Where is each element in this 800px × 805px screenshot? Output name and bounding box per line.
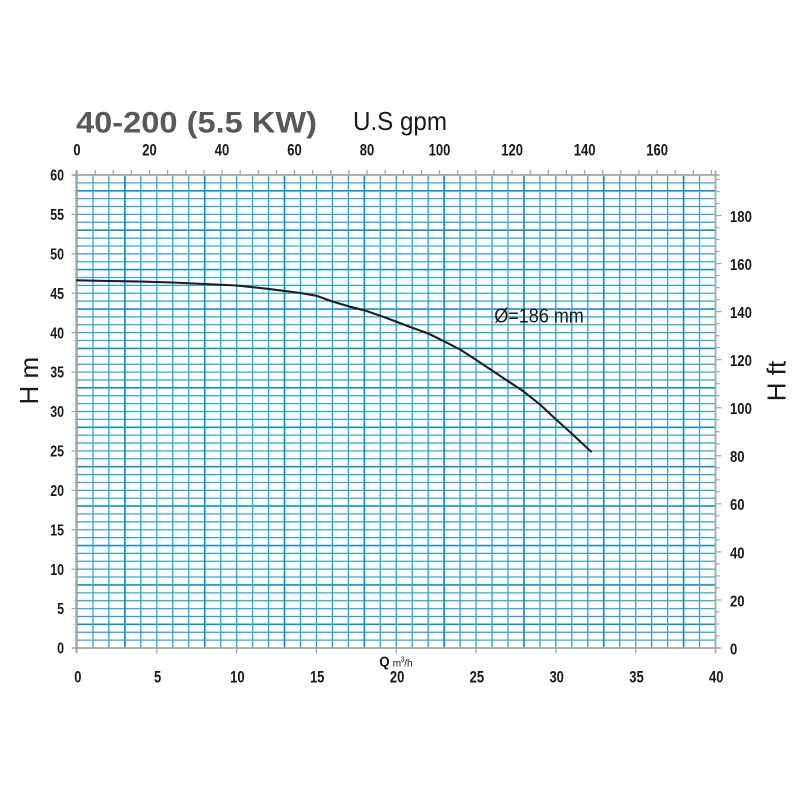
- svg-text:80: 80: [360, 142, 375, 160]
- svg-text:Q: Q: [379, 653, 390, 670]
- svg-text:45: 45: [50, 286, 64, 303]
- svg-text:140: 140: [574, 142, 596, 160]
- svg-text:160: 160: [646, 142, 668, 160]
- svg-text:20: 20: [730, 593, 745, 610]
- svg-text:15: 15: [310, 668, 325, 686]
- svg-text:25: 25: [50, 444, 64, 461]
- svg-text:40: 40: [215, 142, 230, 160]
- svg-text:20: 20: [50, 483, 64, 500]
- svg-text:35: 35: [629, 668, 644, 686]
- svg-text:0: 0: [57, 641, 64, 658]
- svg-text:140: 140: [730, 305, 752, 322]
- svg-text:U.S gpm: U.S gpm: [353, 106, 447, 136]
- svg-text:15: 15: [50, 522, 64, 539]
- svg-text:20: 20: [142, 142, 157, 160]
- svg-text:0: 0: [74, 668, 81, 686]
- svg-text:40-200 (5.5 KW): 40-200 (5.5 KW): [76, 107, 317, 140]
- svg-text:20: 20: [390, 668, 405, 686]
- svg-text:180: 180: [730, 209, 752, 226]
- svg-text:10: 10: [230, 668, 245, 686]
- svg-text:60: 60: [287, 142, 302, 160]
- svg-text:35: 35: [50, 365, 64, 382]
- svg-text:Ø=186 mm: Ø=186 mm: [494, 305, 584, 327]
- svg-text:5: 5: [57, 601, 64, 618]
- svg-text:5: 5: [154, 668, 161, 686]
- svg-text:60: 60: [50, 168, 64, 185]
- svg-text:120: 120: [730, 353, 752, 370]
- svg-text:3: 3: [401, 657, 405, 664]
- svg-text:m: m: [393, 658, 401, 669]
- svg-text:H m: H m: [14, 357, 44, 405]
- svg-text:40: 40: [709, 668, 724, 686]
- svg-text:55: 55: [50, 207, 64, 224]
- svg-text:60: 60: [730, 497, 745, 514]
- svg-text:10: 10: [50, 562, 64, 579]
- svg-text:H ft: H ft: [762, 360, 792, 401]
- svg-text:40: 40: [730, 545, 745, 562]
- svg-text:30: 30: [549, 668, 564, 686]
- svg-text:0: 0: [730, 641, 737, 658]
- svg-text:25: 25: [470, 668, 485, 686]
- svg-text:100: 100: [730, 401, 752, 418]
- svg-text:/h: /h: [404, 658, 412, 669]
- svg-text:80: 80: [730, 449, 745, 466]
- svg-text:50: 50: [50, 246, 64, 263]
- svg-text:100: 100: [429, 142, 451, 160]
- svg-text:30: 30: [50, 404, 64, 421]
- svg-text:120: 120: [501, 142, 523, 160]
- svg-text:160: 160: [730, 257, 752, 274]
- svg-text:0: 0: [73, 142, 80, 160]
- svg-text:40: 40: [50, 325, 64, 342]
